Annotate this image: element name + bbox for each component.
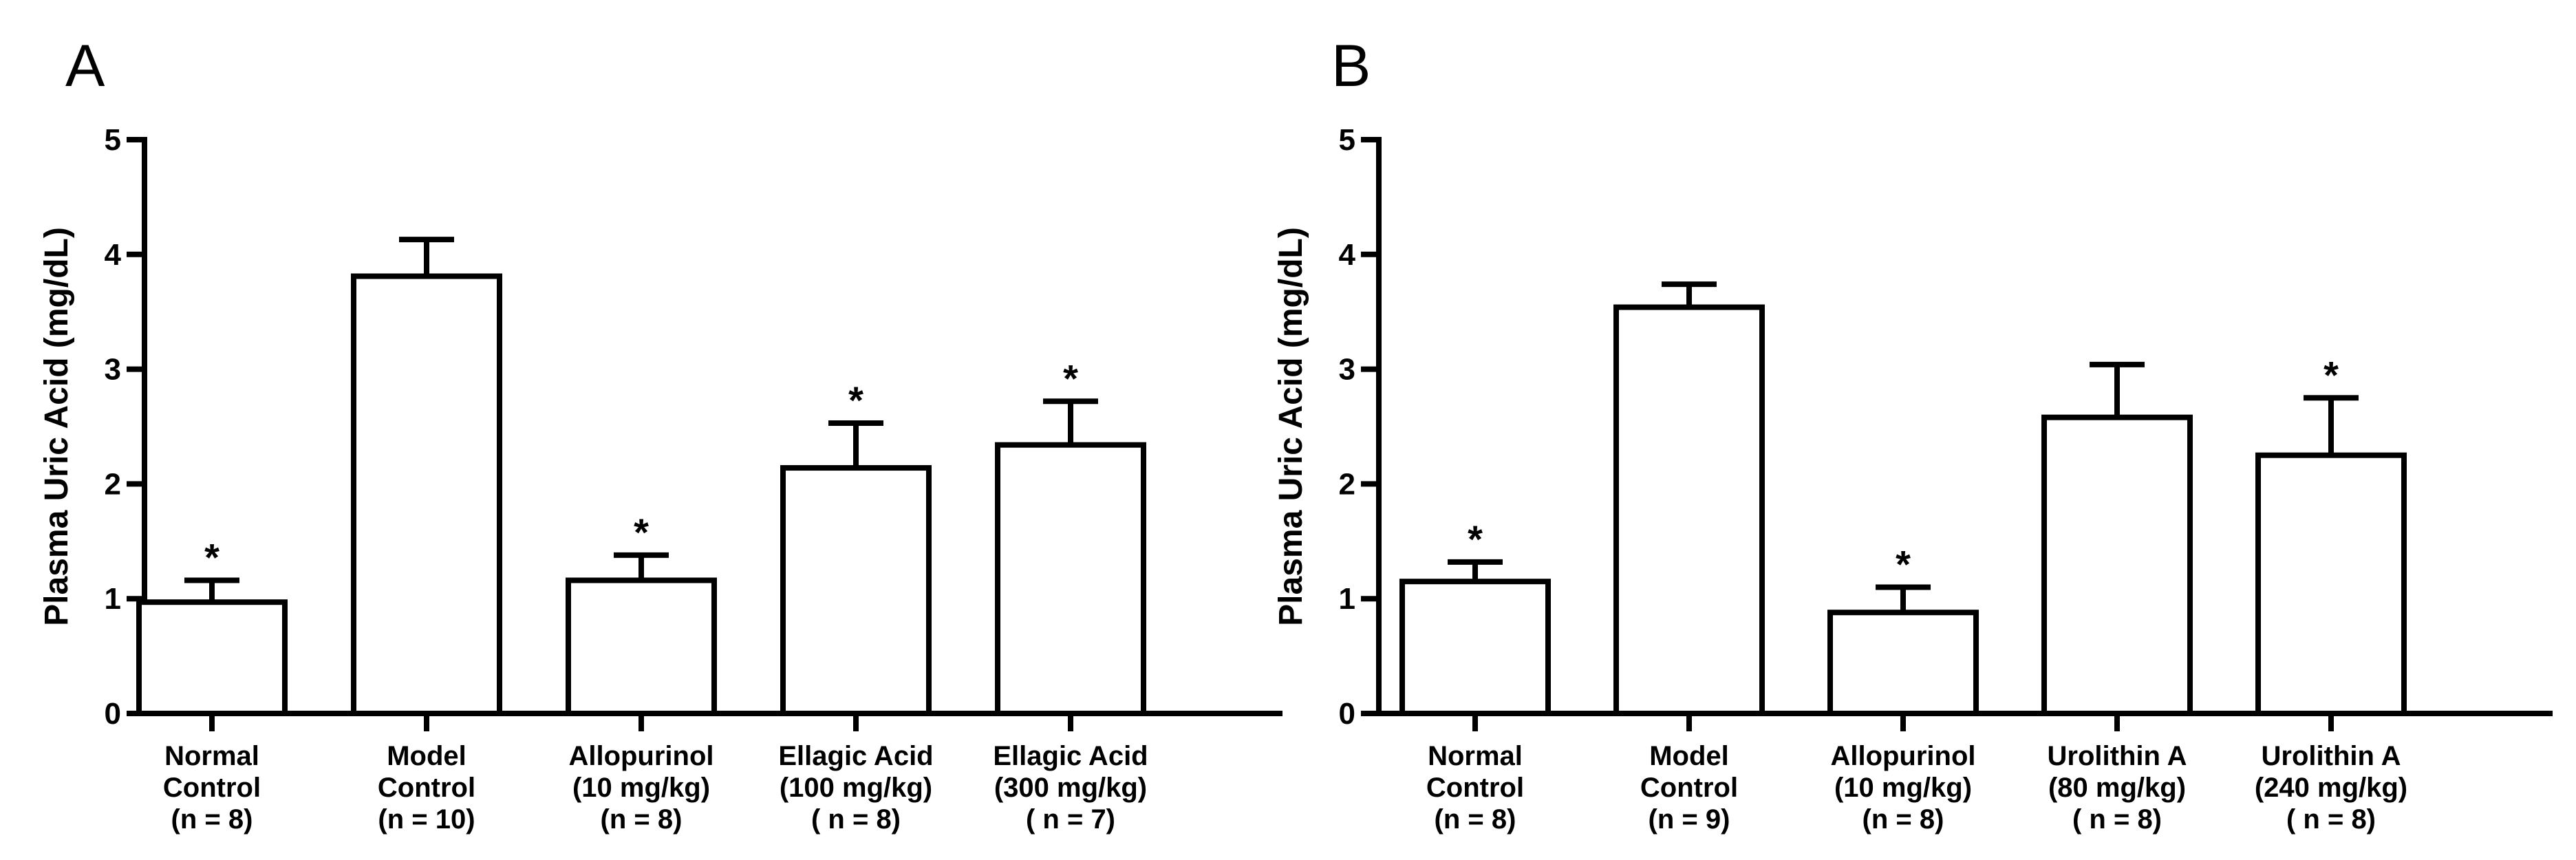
x-tick-label: (100 mg/kg) bbox=[780, 773, 932, 803]
x-tick-label: Normal bbox=[1428, 741, 1523, 771]
x-tick-label: (n = 8) bbox=[171, 804, 253, 835]
x-tick-label: ( n = 7) bbox=[1026, 804, 1115, 835]
bar bbox=[351, 273, 502, 716]
x-tick-label: ( n = 8) bbox=[2286, 804, 2376, 835]
x-tick-label: Model bbox=[387, 741, 466, 771]
y-tick-label: 1 bbox=[105, 582, 121, 616]
y-tick-label: 2 bbox=[1339, 467, 1355, 501]
significance-star: * bbox=[204, 536, 219, 579]
x-tick-label: Model bbox=[1649, 741, 1729, 771]
y-tick-label: 3 bbox=[105, 353, 121, 387]
bar bbox=[995, 442, 1146, 716]
x-tick-label: (80 mg/kg) bbox=[2048, 773, 2186, 803]
bar bbox=[136, 599, 288, 716]
x-tick-label: Control bbox=[163, 773, 261, 803]
x-tick-label: Urolithin A bbox=[2048, 741, 2187, 771]
y-tick-label: 4 bbox=[105, 238, 122, 272]
x-tick-label: (n = 8) bbox=[601, 804, 683, 835]
x-tick-label: ( n = 8) bbox=[2072, 804, 2162, 835]
x-tick-label: Control bbox=[1426, 773, 1524, 803]
x-tick-label: (10 mg/kg) bbox=[1834, 773, 1972, 803]
y-tick-label: 1 bbox=[1339, 582, 1355, 616]
x-tick-label: (n = 9) bbox=[1649, 804, 1730, 835]
x-tick-label: (240 mg/kg) bbox=[2255, 773, 2407, 803]
y-tick-label: 2 bbox=[105, 467, 121, 501]
significance-star: * bbox=[1063, 356, 1078, 400]
bar bbox=[566, 577, 717, 717]
y-tick-label: 5 bbox=[105, 123, 121, 157]
x-tick-label: (300 mg/kg) bbox=[994, 773, 1147, 803]
bar bbox=[2255, 452, 2407, 716]
y-tick-label: 0 bbox=[1339, 697, 1355, 731]
bar bbox=[1399, 579, 1551, 716]
y-axis-label: Plasma Uric Acid (mg/dL) bbox=[1273, 227, 1309, 626]
x-tick-label: Allopurinol bbox=[1830, 741, 1975, 771]
x-tick-label: (n = 8) bbox=[1435, 804, 1516, 835]
y-axis-label: Plasma Uric Acid (mg/dL) bbox=[39, 227, 75, 626]
significance-star: * bbox=[848, 378, 863, 422]
bar bbox=[780, 465, 932, 716]
x-tick-label: Control bbox=[378, 773, 475, 803]
bar bbox=[1613, 304, 1765, 716]
y-tick-label: 0 bbox=[105, 697, 121, 731]
y-tick-label: 3 bbox=[1339, 353, 1355, 387]
x-tick-label: Allopurinol bbox=[568, 741, 713, 771]
y-tick-label: 5 bbox=[1339, 123, 1355, 157]
panel-letter: A bbox=[65, 33, 105, 99]
significance-star: * bbox=[2323, 353, 2339, 396]
panel-letter: B bbox=[1331, 33, 1371, 99]
x-tick-label: Ellagic Acid bbox=[778, 741, 933, 771]
x-tick-label: (10 mg/kg) bbox=[572, 773, 710, 803]
bar bbox=[2041, 414, 2193, 716]
y-tick-label: 4 bbox=[1339, 238, 1356, 272]
x-tick-label: (n = 10) bbox=[378, 804, 475, 835]
x-tick-label: Control bbox=[1640, 773, 1738, 803]
x-tick-label: Urolithin A bbox=[2262, 741, 2401, 771]
significance-star: * bbox=[1468, 517, 1483, 561]
x-tick-label: ( n = 8) bbox=[811, 804, 901, 835]
significance-star: * bbox=[634, 510, 649, 554]
x-tick-label: Ellagic Acid bbox=[993, 741, 1148, 771]
bar bbox=[1827, 610, 1979, 716]
x-tick-label: (n = 8) bbox=[1863, 804, 1944, 835]
x-tick-label: Normal bbox=[164, 741, 259, 771]
significance-star: * bbox=[1896, 543, 1911, 586]
